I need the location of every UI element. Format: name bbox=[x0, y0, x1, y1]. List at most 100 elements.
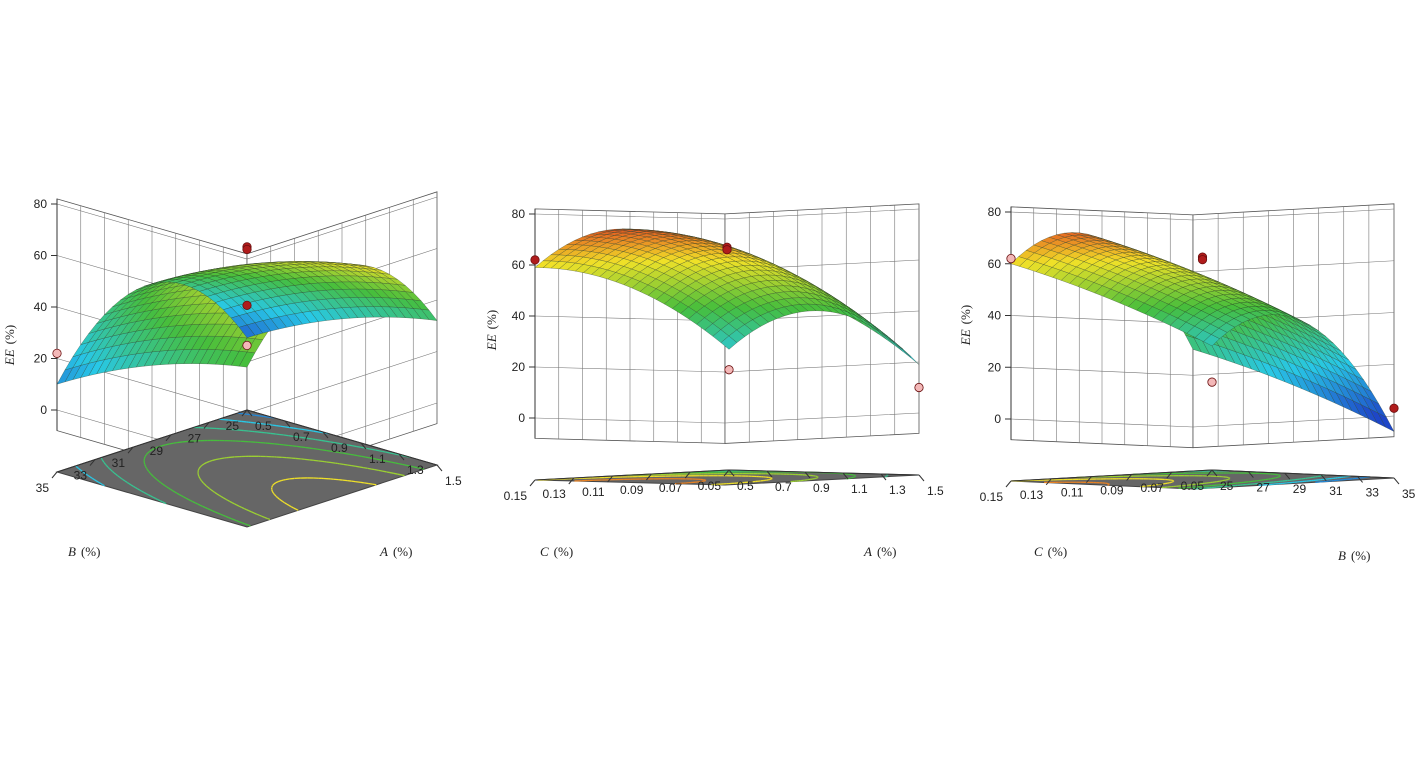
chart-svg-ac: 0 20 40 60 80 0.5 0.7 0.9 1.1 1.3 1.5 0.05 0.07 0.09 0… bbox=[484, 203, 944, 559]
contour-segment bbox=[209, 459, 213, 463]
contour-segment bbox=[389, 452, 394, 455]
contour-segment bbox=[305, 446, 310, 449]
contour-segment bbox=[82, 471, 85, 474]
y-tick-label: 0.15 bbox=[980, 490, 1004, 504]
x-tick-label: 0.9 bbox=[813, 481, 830, 495]
contour-segment bbox=[162, 501, 166, 504]
contour-segment bbox=[80, 469, 83, 473]
contour-segment bbox=[360, 481, 364, 484]
contour-segment bbox=[124, 480, 128, 483]
contour-segment bbox=[378, 450, 383, 453]
contour-segment bbox=[387, 460, 392, 463]
chart-svg-bc: 0 20 40 60 80 25 27 29 31 33 35 0.05 0.07 0.09 0.11 0.1… bbox=[958, 203, 1416, 563]
contour-segment bbox=[218, 494, 221, 497]
y-tick-label: 0.15 bbox=[504, 489, 528, 503]
y-tick bbox=[1206, 469, 1213, 477]
contour-segment bbox=[78, 468, 82, 471]
contour-segment bbox=[296, 436, 301, 438]
y-tick-label: 31 bbox=[112, 456, 126, 470]
contour-segment bbox=[102, 460, 105, 463]
contour-segment bbox=[233, 519, 237, 522]
design-point bbox=[1207, 377, 1217, 387]
contour-segment bbox=[214, 492, 218, 495]
contour-segment bbox=[313, 448, 319, 450]
contour-segment bbox=[247, 524, 251, 527]
y-tick-label: 0.09 bbox=[620, 483, 644, 497]
contour-segment bbox=[365, 456, 370, 459]
contour-segment bbox=[152, 447, 157, 450]
x-tick bbox=[398, 453, 405, 461]
contour-segment bbox=[222, 497, 226, 500]
contour-segment bbox=[309, 429, 314, 432]
wall-gridline bbox=[534, 208, 920, 220]
contour-segment bbox=[274, 494, 277, 497]
y-tick bbox=[1045, 478, 1052, 486]
contour-segment bbox=[230, 517, 235, 521]
y-tick-label: 0.09 bbox=[1100, 483, 1124, 497]
contour-segment bbox=[215, 458, 221, 461]
x-tick bbox=[842, 472, 849, 480]
contour-segment bbox=[222, 514, 226, 517]
contour-segment bbox=[143, 491, 147, 495]
contour-segment bbox=[367, 447, 372, 450]
x-tick bbox=[360, 442, 367, 450]
contour-segment bbox=[330, 450, 335, 453]
x-tick-label: 27 bbox=[1256, 481, 1270, 495]
contour-segment bbox=[157, 479, 160, 483]
contour-segment bbox=[141, 490, 145, 493]
contour-segment bbox=[339, 463, 344, 465]
contour-segment bbox=[200, 480, 203, 482]
design-point bbox=[724, 365, 734, 375]
contour-segment bbox=[305, 429, 310, 432]
contour-segment bbox=[192, 501, 196, 504]
x-tick-label: 0.7 bbox=[775, 480, 792, 494]
contour-segment bbox=[156, 478, 158, 481]
contour-segment bbox=[368, 482, 373, 485]
x-tick-label: 33 bbox=[1366, 485, 1380, 499]
contour-segment bbox=[87, 474, 91, 478]
contour-segment bbox=[288, 504, 292, 508]
x-tick-label: 0.5 bbox=[737, 479, 754, 493]
surface-cell bbox=[238, 324, 256, 338]
contour-segment bbox=[155, 446, 159, 449]
contour-segment bbox=[301, 446, 306, 449]
z-tick-label: 40 bbox=[988, 309, 1002, 323]
contour-segment bbox=[107, 466, 110, 470]
y-tick-label: 0.05 bbox=[1181, 479, 1205, 493]
contour-segment bbox=[324, 440, 330, 443]
contour-segment bbox=[162, 483, 166, 487]
z-tick-label: 60 bbox=[988, 257, 1002, 271]
contour-segment bbox=[268, 423, 273, 426]
contour-segment bbox=[150, 448, 154, 452]
contour-segment bbox=[164, 502, 167, 505]
design-points bbox=[1006, 252, 1399, 413]
contour-segment bbox=[173, 442, 177, 444]
contour-segment bbox=[168, 487, 171, 490]
contour-segment bbox=[386, 451, 391, 454]
contour-segment bbox=[159, 500, 163, 503]
contour-segment bbox=[258, 514, 263, 517]
contour-segment bbox=[220, 495, 224, 499]
contour-segment bbox=[320, 439, 326, 442]
contour-segment bbox=[271, 489, 273, 492]
contour-segment bbox=[227, 499, 231, 502]
contour-segment bbox=[256, 513, 260, 516]
contour-segment bbox=[212, 458, 217, 462]
contour-segment bbox=[146, 469, 150, 472]
contour-segment bbox=[212, 490, 215, 493]
contour-segment bbox=[152, 476, 155, 478]
contour-segment bbox=[132, 485, 136, 488]
contour-segment bbox=[160, 482, 164, 485]
contour-segment bbox=[85, 473, 88, 476]
contour-segment bbox=[386, 471, 391, 474]
contour-segment bbox=[255, 422, 260, 425]
contour-segment bbox=[185, 497, 189, 500]
contour-segment bbox=[219, 495, 222, 498]
contour-segment bbox=[275, 495, 278, 499]
contour-segment bbox=[289, 426, 294, 429]
contour-segment bbox=[375, 449, 380, 452]
contour-segment bbox=[97, 481, 101, 484]
y-tick-label: 0.07 bbox=[1140, 481, 1164, 495]
contour-segment bbox=[207, 486, 210, 490]
contour-segment bbox=[276, 425, 281, 427]
